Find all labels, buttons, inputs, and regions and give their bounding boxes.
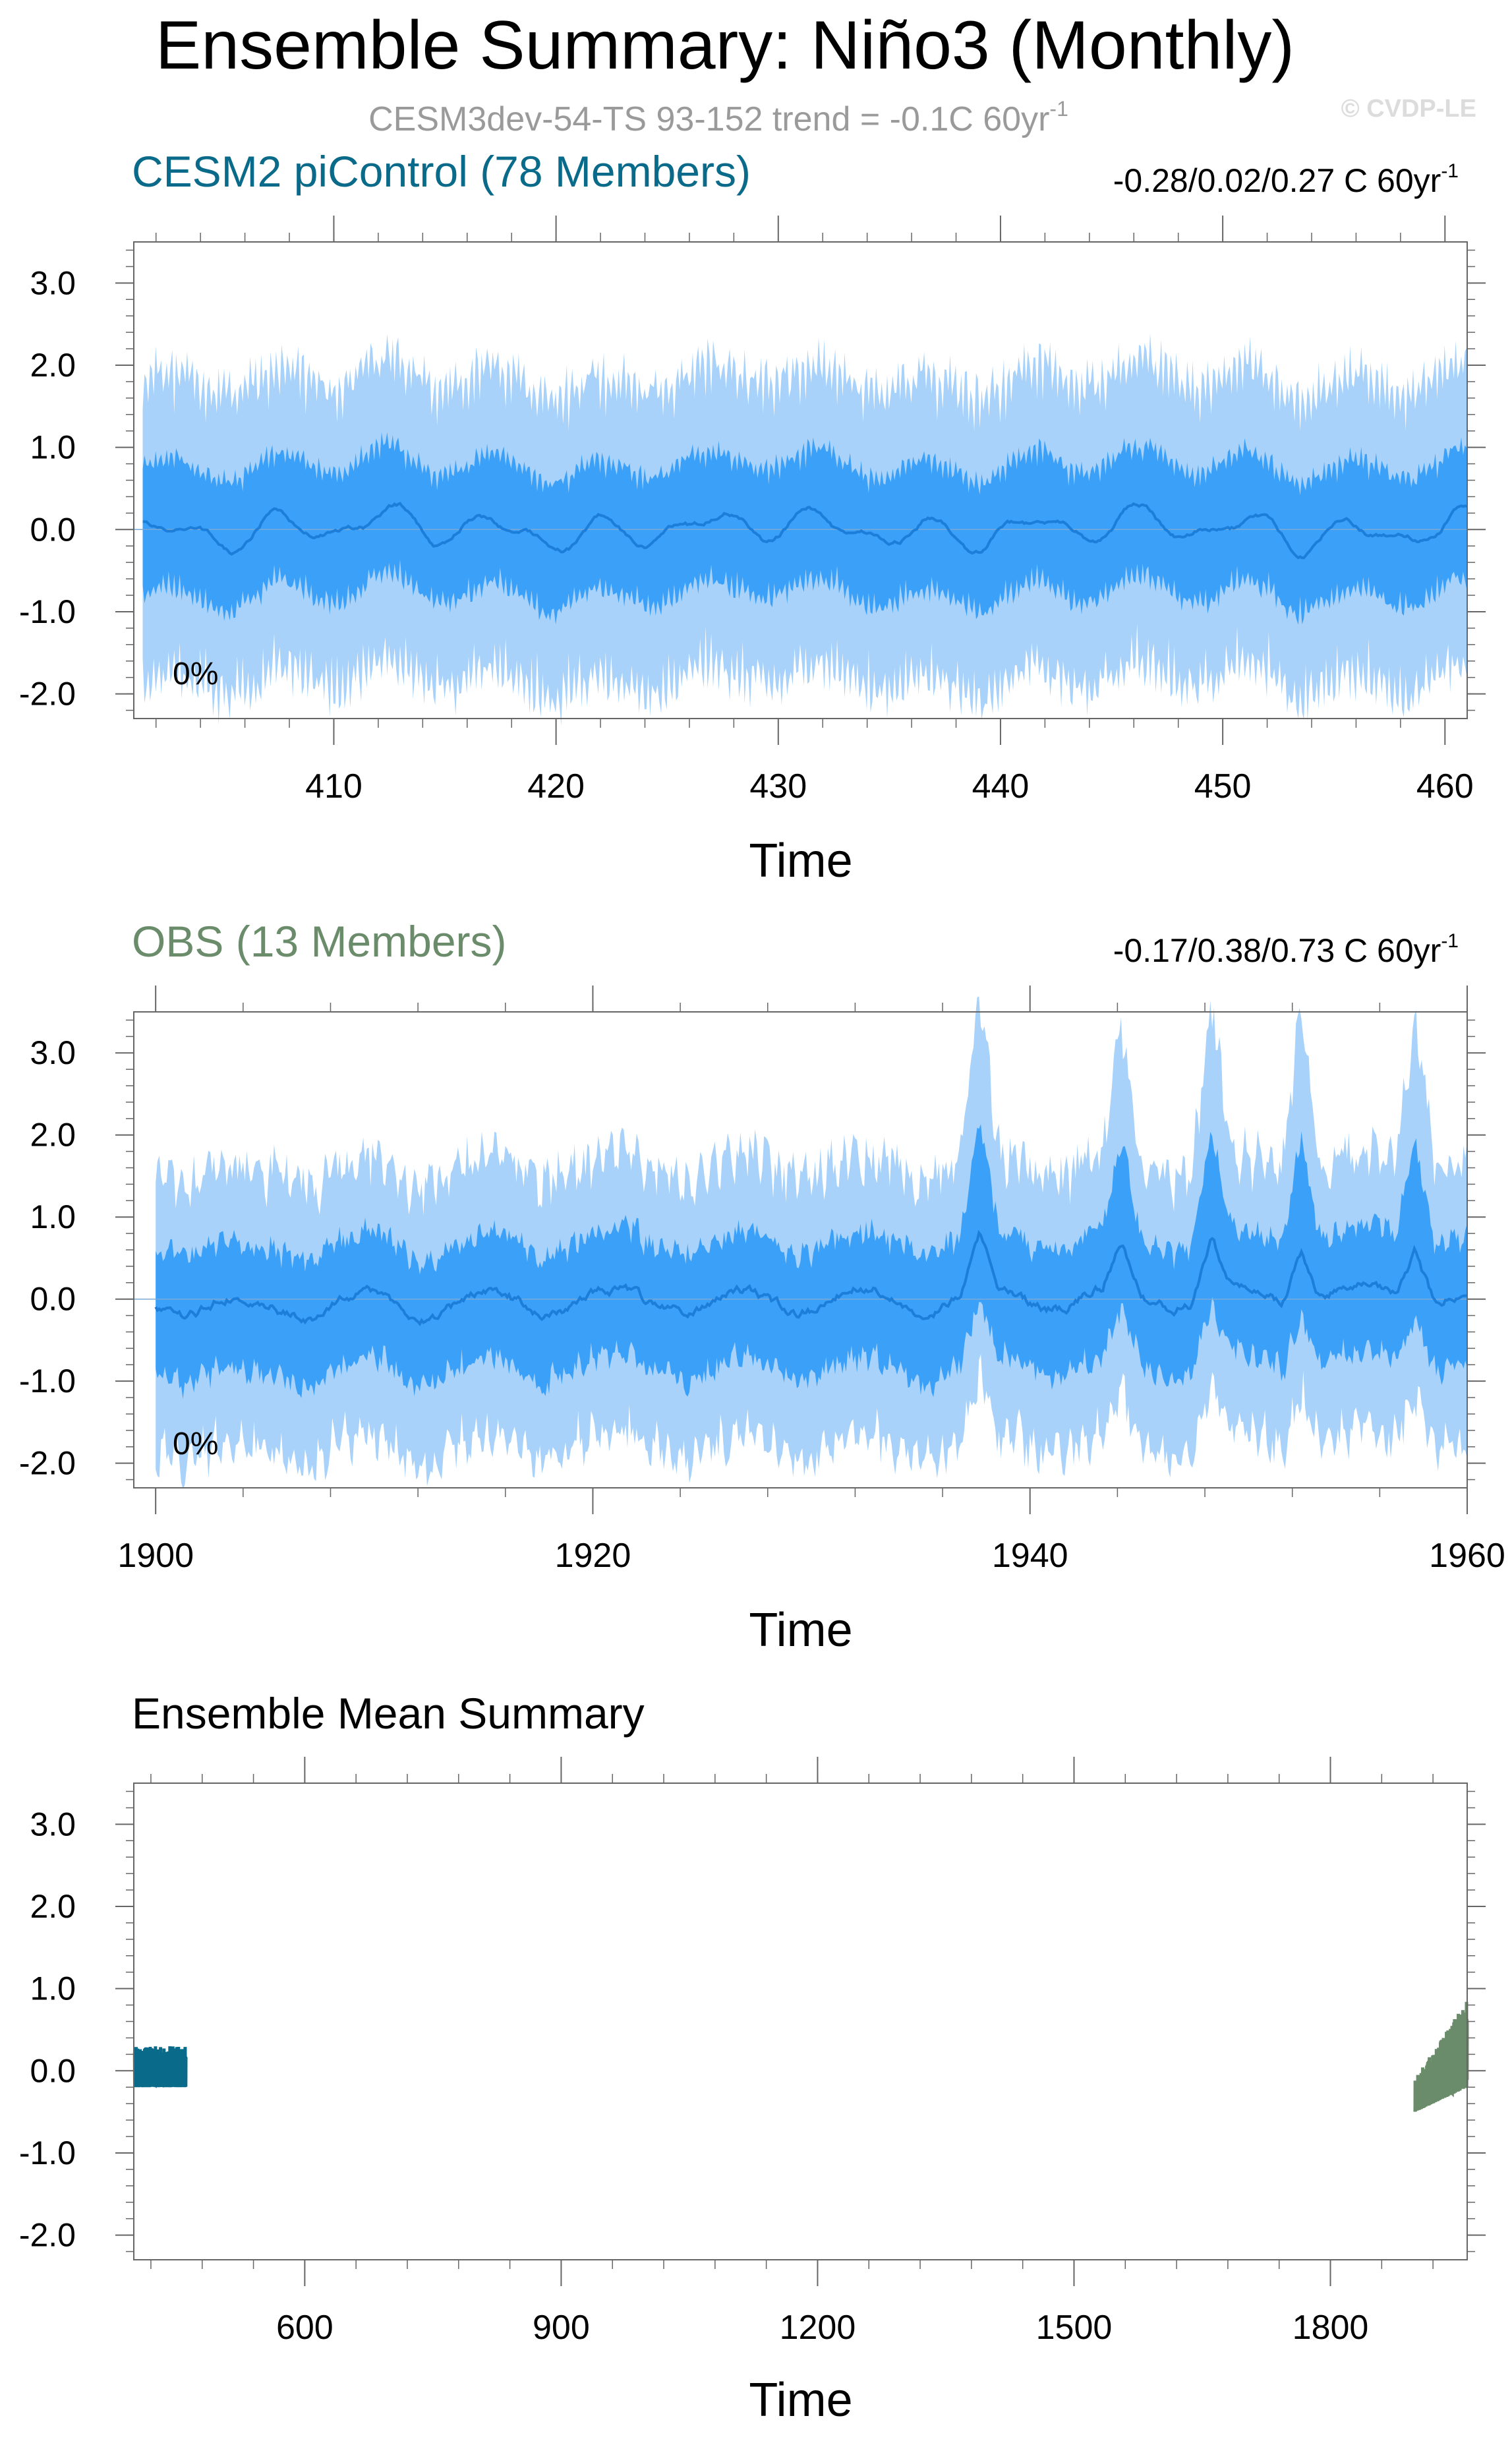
figure-title: Ensemble Summary: Niño3 (Monthly)	[156, 7, 1294, 84]
x-tick-label: 1940	[992, 1537, 1068, 1575]
y-tick-label: 1.0	[30, 1198, 76, 1235]
band-inner-obs	[156, 1124, 1468, 1399]
panel-cesm2-picontrol: CESM2 piControl (78 Members) -0.28/0.02/…	[19, 147, 1486, 887]
ensemble-mean-line-obs	[1413, 2001, 1469, 2112]
trend-label-cesm2-sup: -1	[1441, 160, 1459, 182]
y-tick-label: -2.0	[19, 676, 76, 713]
x-tick-label: 440	[972, 767, 1030, 806]
x-tick-label: 410	[305, 767, 363, 806]
y-tick-label: 0.0	[30, 1281, 76, 1318]
trend-label-cesm2-text: -0.28/0.02/0.27 C 60yr	[1113, 162, 1441, 199]
band-inner-cesm2	[142, 432, 1467, 625]
x-tick-label: 460	[1416, 767, 1474, 806]
y-tick-label: 0.0	[30, 511, 76, 548]
y-tick-label: 1.0	[30, 429, 76, 466]
ensemble-mean-line-cesm2	[132, 2046, 188, 2089]
trend-label-obs: -0.17/0.38/0.73 C 60yr-1	[1113, 930, 1459, 969]
mean-line-cesm2	[142, 502, 1468, 560]
x-tick-label: 1920	[555, 1537, 631, 1575]
percent-label-obs: 0%	[173, 1427, 218, 1461]
x-tick-label: 420	[527, 767, 585, 806]
y-tick-label: 0.0	[30, 2052, 76, 2089]
panel-title-cesm2: CESM2 piControl (78 Members)	[132, 147, 751, 196]
y-tick-label: -2.0	[19, 1445, 76, 1482]
y-tick-label: -1.0	[19, 1363, 76, 1399]
x-tick-label: 900	[533, 2309, 590, 2347]
figure-subtitle-sup: -1	[1049, 97, 1068, 121]
y-tick-label: 3.0	[30, 264, 76, 301]
x-tick-label: 1960	[1429, 1537, 1505, 1575]
trend-label-obs-sup: -1	[1441, 930, 1459, 952]
x-axis-label-obs: Time	[749, 1604, 852, 1657]
x-axis-label-ensemble-mean: Time	[749, 2374, 852, 2427]
x-tick-label: 430	[749, 767, 807, 806]
x-tick-label: 450	[1194, 767, 1252, 806]
panel-title-obs: OBS (13 Members)	[132, 917, 506, 966]
y-tick-label: -1.0	[19, 593, 76, 630]
y-tick-label: -2.0	[19, 2217, 76, 2254]
panel-ensemble-mean: Ensemble Mean Summary -2.0 -1.0 0.0 1.0 2.0 3…	[19, 1689, 1486, 2427]
y-tick-label: 2.0	[30, 1888, 76, 1925]
plot-area-ensemble-mean	[132, 2001, 1469, 2112]
axes-cesm2: -2.0 -1.0 0.0 1.0 2.0 3.0 410 420 430 440 450 460	[19, 216, 1486, 806]
x-tick-label: 600	[276, 2309, 334, 2347]
y-tick-label: 2.0	[30, 1117, 76, 1154]
figure-subtitle-text: CESM3dev-54-TS 93-152 trend = -0.1C 60yr	[368, 100, 1049, 138]
figure-subtitle: CESM3dev-54-TS 93-152 trend = -0.1C 60yr…	[368, 97, 1068, 138]
y-tick-label: 1.0	[30, 1970, 76, 2007]
axes-obs: -2.0 -1.0 0.0 1.0 2.0 3.0 1900 1920 1940 1960	[19, 986, 1505, 1575]
x-tick-label: 1500	[1036, 2309, 1113, 2347]
x-tick-label: 1800	[1293, 2309, 1369, 2347]
y-tick-label: -1.0	[19, 2135, 76, 2171]
panel-title-ensemble-mean: Ensemble Mean Summary	[132, 1689, 645, 1738]
trend-label-cesm2: -0.28/0.02/0.27 C 60yr-1	[1113, 160, 1459, 199]
percent-label-cesm2: 0%	[173, 657, 218, 692]
plot-area-obs	[134, 996, 1468, 1489]
x-tick-label: 1900	[117, 1537, 194, 1575]
x-tick-label: 1200	[780, 2309, 856, 2347]
y-tick-label: 2.0	[30, 347, 76, 384]
y-tick-label: 3.0	[30, 1034, 76, 1071]
credit-label: © CVDP-LE	[1341, 95, 1476, 123]
axes-ensemble-mean: -2.0 -1.0 0.0 1.0 2.0 3.0 600 900 1200 1500 1800	[19, 1757, 1486, 2347]
x-axis-label-cesm2: Time	[749, 835, 852, 887]
plot-frame-ensemble-mean	[133, 1782, 1468, 2260]
plot-area-cesm2	[134, 333, 1468, 726]
trend-label-obs-text: -0.17/0.38/0.73 C 60yr	[1113, 932, 1441, 969]
band-outer-obs	[156, 996, 1468, 1489]
y-tick-label: 3.0	[30, 1806, 76, 1842]
mean-line-obs	[154, 1229, 1468, 1326]
panel-obs: OBS (13 Members) -0.17/0.38/0.73 C 60yr-…	[19, 917, 1505, 1657]
